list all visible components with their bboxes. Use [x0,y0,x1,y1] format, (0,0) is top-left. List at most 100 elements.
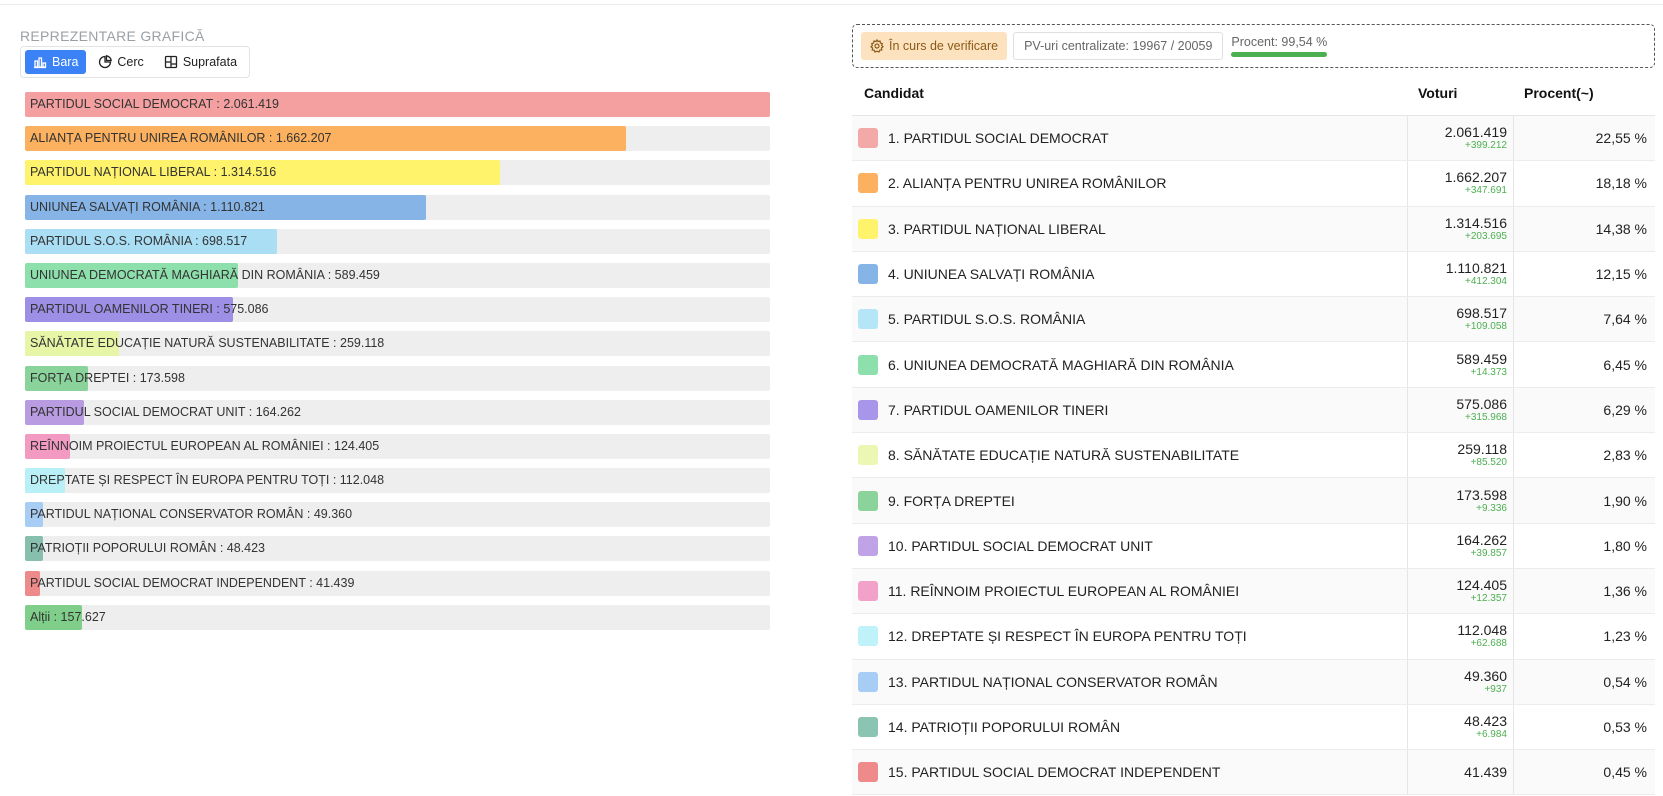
bar-row[interactable]: ALIANȚA PENTRU UNIREA ROMÂNILOR : 1.662.… [25,126,770,152]
table-row[interactable]: 5. PARTIDUL S.O.S. ROMÂNIA 698.517 +109.05… [852,297,1655,343]
chart-type-tabs: Bara Cerc Suprafata [20,46,251,78]
bar [25,502,43,528]
votes-value: 2.061.419 [1444,124,1507,141]
percent-cell: 2,83 % [1603,447,1647,464]
bar-row[interactable]: SĂNĂTATE EDUCAȚIE NATURĂ SUSTENABILITATE… [25,331,770,357]
color-swatch [858,762,878,783]
votes-cell: 1.314.516 +203.695 [1408,206,1514,251]
table-row[interactable]: 10. PARTIDUL SOCIAL DEMOCRAT UNIT 164.262… [852,523,1655,569]
bar [25,433,70,459]
candidate-name: 3. PARTIDUL NAȚIONAL LIBERAL [888,220,1106,237]
candidate-cell: 15. PARTIDUL SOCIAL DEMOCRAT INDEPENDENT [852,750,1408,795]
tab-bara-label: Bara [52,55,79,69]
percent-cell: 12,15 % [1595,266,1647,283]
chart-panel: REPREZENTARE GRAFICĂ Bara Cerc Suprafata… [0,0,830,796]
bar-row[interactable]: DREPTATE ȘI RESPECT ÎN EUROPA PENTRU TOȚ… [25,468,770,494]
color-swatch [858,717,878,737]
bar-label: PARTIDUL S.O.S. ROMÂNIA : 698.517 [30,233,248,248]
percent-cell: 1,36 % [1603,583,1647,600]
votes-value: 589.459 [1456,350,1507,367]
bar [25,262,239,288]
color-swatch [858,128,878,149]
table-row[interactable]: 8. SĂNĂTATE EDUCAȚIE NATURĂ SUSTENABILIT… [852,433,1655,479]
candidate-cell: 8. SĂNĂTATE EDUCAȚIE NATURĂ SUSTENABILIT… [852,433,1408,478]
votes-value: 164.262 [1456,531,1507,548]
bar-row[interactable]: PARTIDUL S.O.S. ROMÂNIA : 698.517 [25,228,770,254]
bar-row[interactable]: PARTIDUL SOCIAL DEMOCRAT INDEPENDENT : 4… [25,570,770,596]
candidate-cell: 11. REÎNNOIM PROIECTUL EUROPEAN AL ROMÂN… [852,568,1408,614]
bar-row[interactable]: PARTIDUL NAȚIONAL LIBERAL : 1.314.516 [25,160,770,186]
table-row[interactable]: 12. DREPTATE ȘI RESPECT ÎN EUROPA PENTRU… [852,614,1655,660]
table-row[interactable]: 4. UNIUNEA SALVAȚI ROMÂNIA 1.110.821 +412.… [852,251,1655,298]
candidate-cell: 5. PARTIDUL S.O.S. ROMÂNIA [852,297,1408,342]
bar [25,365,88,391]
candidate-cell: 4. UNIUNEA SALVAȚI ROMÂNIA [852,251,1408,297]
header-percent[interactable]: Procent(~) [1524,84,1594,101]
status-badge-label: În curs de verificare [889,39,999,53]
color-swatch [858,354,878,375]
color-swatch [858,264,878,285]
header-candidate[interactable]: Candidat [864,84,924,101]
table-row[interactable]: 7. PARTIDUL OAMENILOR TINERI 575.086 +315.… [852,387,1655,434]
votes-delta: +9.336 [1476,502,1507,514]
table-row[interactable]: 1. PARTIDUL SOCIAL DEMOCRAT 2.061.419 +399… [852,116,1655,162]
candidate-cell: 3. PARTIDUL NAȚIONAL LIBERAL [852,206,1408,251]
candidate-name: 5. PARTIDUL S.O.S. ROMÂNIA [888,311,1086,328]
votes-cell: 124.405 +12.357 [1408,568,1514,614]
bar [25,570,40,596]
color-swatch [858,399,878,420]
bar [25,160,501,186]
table-row[interactable]: 2. ALIANȚA PENTRU UNIREA ROMÂNILOR 1.662.… [852,161,1655,207]
votes-value: 48.423 [1464,713,1507,729]
table-row[interactable]: 15. PARTIDUL SOCIAL DEMOCRAT INDEPENDENT… [852,750,1655,796]
votes-delta: +399.212 [1465,140,1507,152]
color-swatch [858,445,878,466]
votes-delta: +14.373 [1470,366,1507,378]
tab-suprafata[interactable]: Suprafata [156,50,245,74]
votes-cell: 48.423 +6.984 [1408,704,1514,750]
percent-cell: 6,29 % [1603,401,1647,418]
tab-cerc-label: Cerc [117,55,144,69]
bar-row[interactable]: REÎNNOIM PROIECTUL EUROPEAN AL ROMÂNIEI … [25,433,770,459]
percent-cell: 7,64 % [1603,311,1647,328]
bar-row[interactable]: Alții : 157.627 [25,604,770,630]
bar-row[interactable]: PARTIDUL NAȚIONAL CONSERVATOR ROMÂN : 49… [25,502,770,528]
bar-row[interactable]: UNIUNEA SALVAȚI ROMÂNIA : 1.110.821 [25,194,770,220]
votes-cell: 112.048 +62.688 [1408,614,1514,659]
table-row[interactable]: 14. PATRIOȚII POPORULUI ROMÂN 48.423 +6.98… [852,704,1655,751]
votes-delta: +85.520 [1470,457,1507,469]
candidate-name: 8. SĂNĂTATE EDUCAȚIE NATURĂ SUSTENABILIT… [888,447,1240,464]
votes-cell: 589.459 +14.373 [1408,342,1514,387]
votes-cell: 575.086 +315.968 [1408,387,1514,433]
bar-row[interactable]: PATRIOȚII POPORULUI ROMÂN : 48.423 [25,536,770,562]
bar-row[interactable]: PARTIDUL SOCIAL DEMOCRAT UNIT : 164.262 [25,399,770,425]
bar-row[interactable]: UNIUNEA DEMOCRATĂ MAGHIARĂ DIN ROMÂNIA :… [25,262,770,288]
bar-row[interactable]: PARTIDUL OAMENILOR TINERI : 575.086 [25,297,770,323]
percent-cell: 1,90 % [1603,492,1647,509]
treemap-icon [164,55,177,69]
header-votes[interactable]: Voturi [1418,84,1458,101]
table-row[interactable]: 6. UNIUNEA DEMOCRATĂ MAGHIARĂ DIN ROMÂNI… [852,342,1655,388]
bar-label: PARTIDUL SOCIAL DEMOCRAT INDEPENDENT : 4… [30,575,355,590]
pie-chart-icon [99,55,113,69]
tab-bara[interactable]: Bara [25,50,87,74]
votes-value: 1.662.207 [1444,169,1507,186]
table-row[interactable]: 13. PARTIDUL NAȚIONAL CONSERVATOR ROMÂN 4… [852,659,1655,705]
verification-status-badge: În curs de verificare [861,32,1008,60]
table-row[interactable]: 11. REÎNNOIM PROIECTUL EUROPEAN AL ROMÂN… [852,568,1655,615]
percent-cell: 14,38 % [1595,220,1647,237]
votes-value: 112.048 [1457,622,1507,639]
candidate-name: 1. PARTIDUL SOCIAL DEMOCRAT [888,130,1109,147]
table-header: Candidat Voturi Procent(~) [852,70,1655,116]
bar-row[interactable]: PARTIDUL SOCIAL DEMOCRAT : 2.061.419 [25,92,770,117]
table-row[interactable]: 9. FORȚA DREPTEI 173.598 +9.336 1,90 % [852,478,1655,524]
candidate-cell: 1. PARTIDUL SOCIAL DEMOCRAT [852,116,1408,161]
results-table: Candidat Voturi Procent(~) 1. PARTIDUL S… [852,70,1655,796]
votes-delta: +203.695 [1465,230,1507,242]
tab-suprafata-label: Suprafata [182,55,238,69]
candidate-name: 7. PARTIDUL OAMENILOR TINERI [888,401,1109,418]
tab-cerc[interactable]: Cerc [90,50,151,74]
color-swatch [858,671,878,692]
bar-row[interactable]: FORȚA DREPTEI : 173.598 [25,365,770,391]
table-row[interactable]: 3. PARTIDUL NAȚIONAL LIBERAL 1.314.516 +20… [852,206,1655,252]
